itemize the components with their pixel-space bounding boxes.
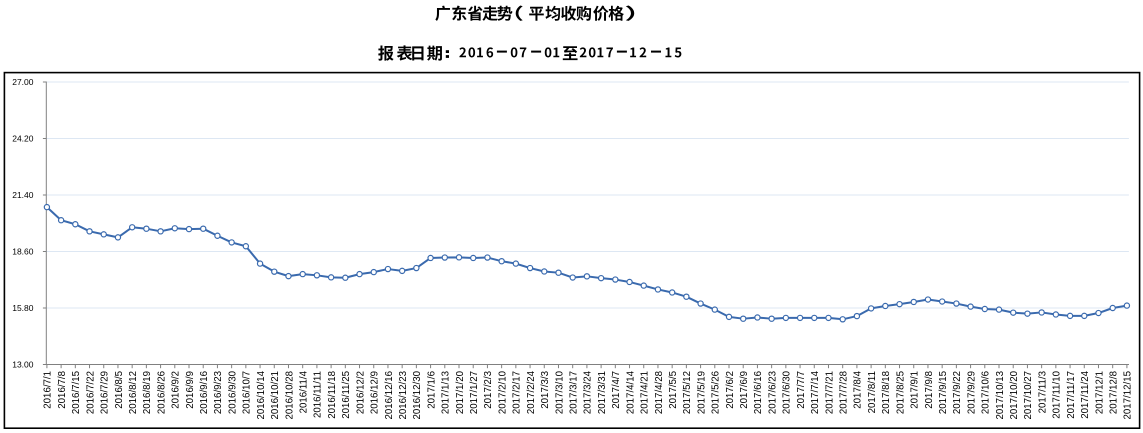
svg-text:2016/10/28: 2016/10/28	[284, 371, 295, 420]
svg-text:2016/10/7: 2016/10/7	[242, 371, 253, 414]
svg-text:2017/6/9: 2017/6/9	[739, 371, 750, 409]
svg-text:2016/8/26: 2016/8/26	[156, 371, 167, 414]
svg-text:2017/9/29: 2017/9/29	[966, 371, 977, 414]
svg-text:2017/3/24: 2017/3/24	[583, 370, 594, 414]
svg-text:2017/1/27: 2017/1/27	[469, 371, 480, 414]
svg-text:2017/6/2: 2017/6/2	[725, 371, 736, 409]
svg-text:2017/11/17: 2017/11/17	[1066, 371, 1077, 419]
svg-text:2017/7/14: 2017/7/14	[810, 370, 821, 414]
svg-text:27.00: 27.00	[12, 77, 34, 87]
svg-text:2016/7/1: 2016/7/1	[43, 371, 54, 409]
svg-text:2017/3/10: 2017/3/10	[554, 370, 565, 414]
svg-text:2017/11/3: 2017/11/3	[1037, 371, 1048, 413]
svg-text:2016/11/18: 2016/11/18	[327, 371, 338, 419]
svg-text:2016/9/30: 2016/9/30	[227, 370, 238, 414]
svg-text:21.40: 21.40	[12, 190, 34, 200]
svg-text:15.80: 15.80	[12, 303, 34, 313]
svg-text:2016/12/9: 2016/12/9	[370, 371, 381, 414]
svg-text:2017/1/20: 2017/1/20	[455, 370, 466, 414]
svg-text:2016/10/14: 2016/10/14	[256, 370, 267, 419]
svg-text:2016/7/15: 2016/7/15	[71, 371, 82, 414]
svg-text:2017/6/16: 2017/6/16	[753, 371, 764, 414]
svg-text:2017/4/7: 2017/4/7	[611, 371, 622, 409]
svg-text:2017/7/21: 2017/7/21	[824, 371, 835, 414]
svg-text:2017/5/12: 2017/5/12	[682, 371, 693, 414]
svg-text:2017/11/24: 2017/11/24	[1080, 370, 1091, 418]
svg-text:13.00: 13.00	[12, 360, 34, 370]
svg-text:2017/11/10: 2017/11/10	[1052, 370, 1063, 418]
svg-text:2016/12/23: 2016/12/23	[398, 371, 409, 420]
svg-text:2017/10/20: 2017/10/20	[1009, 370, 1020, 419]
svg-text:18.60: 18.60	[12, 247, 34, 257]
svg-text:2017/9/1: 2017/9/1	[910, 371, 921, 409]
svg-text:2016/9/16: 2016/9/16	[199, 371, 210, 414]
svg-text:2017/10/6: 2017/10/6	[981, 371, 992, 414]
svg-text:2016/11/4: 2016/11/4	[298, 370, 309, 413]
svg-text:2016/8/12: 2016/8/12	[128, 371, 139, 414]
svg-text:2016/9/23: 2016/9/23	[213, 371, 224, 414]
svg-text:2017/2/3: 2017/2/3	[483, 371, 494, 409]
svg-text:2017/1/13: 2017/1/13	[441, 371, 452, 414]
svg-text:2017/12/15: 2017/12/15	[1123, 371, 1134, 420]
svg-text:2017/1/6: 2017/1/6	[426, 371, 437, 409]
svg-text:2016/9/2: 2016/9/2	[171, 371, 182, 409]
svg-text:2017/3/31: 2017/3/31	[597, 371, 608, 414]
svg-text:2017/2/24: 2017/2/24	[526, 370, 537, 414]
svg-text:2017/10/13: 2017/10/13	[995, 371, 1006, 420]
svg-text:2017/3/17: 2017/3/17	[568, 371, 579, 414]
svg-text:2016/9/9: 2016/9/9	[185, 371, 196, 409]
svg-text:2016/12/30: 2016/12/30	[412, 370, 423, 419]
svg-text:2016/7/22: 2016/7/22	[85, 371, 96, 414]
svg-text:2017/9/22: 2017/9/22	[952, 371, 963, 414]
svg-text:2016/12/16: 2016/12/16	[384, 371, 395, 420]
svg-text:2017/12/1: 2017/12/1	[1094, 371, 1105, 414]
svg-text:2017/12/8: 2017/12/8	[1108, 371, 1119, 414]
svg-text:2016/10/21: 2016/10/21	[270, 371, 281, 420]
svg-text:2017/6/23: 2017/6/23	[767, 371, 778, 414]
svg-text:2017/8/4: 2017/8/4	[853, 370, 864, 408]
svg-text:2016/7/8: 2016/7/8	[57, 371, 68, 409]
svg-text:2017/6/30: 2017/6/30	[782, 370, 793, 414]
svg-text:2017/4/14: 2017/4/14	[625, 370, 636, 414]
svg-text:2017/2/17: 2017/2/17	[512, 371, 523, 414]
svg-text:2017/5/19: 2017/5/19	[696, 371, 707, 414]
svg-text:2016/8/5: 2016/8/5	[114, 371, 125, 409]
svg-text:2017/8/18: 2017/8/18	[881, 371, 892, 414]
svg-text:2017/4/28: 2017/4/28	[654, 371, 665, 414]
svg-text:2017/9/8: 2017/9/8	[924, 371, 935, 409]
svg-text:2017/5/5: 2017/5/5	[668, 371, 679, 409]
svg-text:2017/8/11: 2017/8/11	[867, 371, 878, 413]
svg-text:2016/7/29: 2016/7/29	[100, 371, 111, 414]
svg-text:2017/7/7: 2017/7/7	[796, 371, 807, 409]
svg-text:2016/8/19: 2016/8/19	[142, 371, 153, 414]
svg-text:2017/5/26: 2017/5/26	[711, 371, 722, 414]
svg-text:2017/8/25: 2017/8/25	[895, 371, 906, 414]
svg-text:2016/12/2: 2016/12/2	[355, 371, 366, 414]
svg-text:2017/3/3: 2017/3/3	[540, 371, 551, 409]
svg-text:2017/7/28: 2017/7/28	[838, 371, 849, 414]
svg-text:2016/11/25: 2016/11/25	[341, 371, 352, 419]
svg-text:2017/2/10: 2017/2/10	[497, 370, 508, 414]
svg-text:2017/10/27: 2017/10/27	[1023, 371, 1034, 420]
svg-text:24.20: 24.20	[12, 134, 34, 144]
svg-text:2016/11/11: 2016/11/11	[313, 371, 324, 418]
svg-text:2017/4/21: 2017/4/21	[640, 371, 651, 414]
svg-text:2017/9/15: 2017/9/15	[938, 371, 949, 414]
